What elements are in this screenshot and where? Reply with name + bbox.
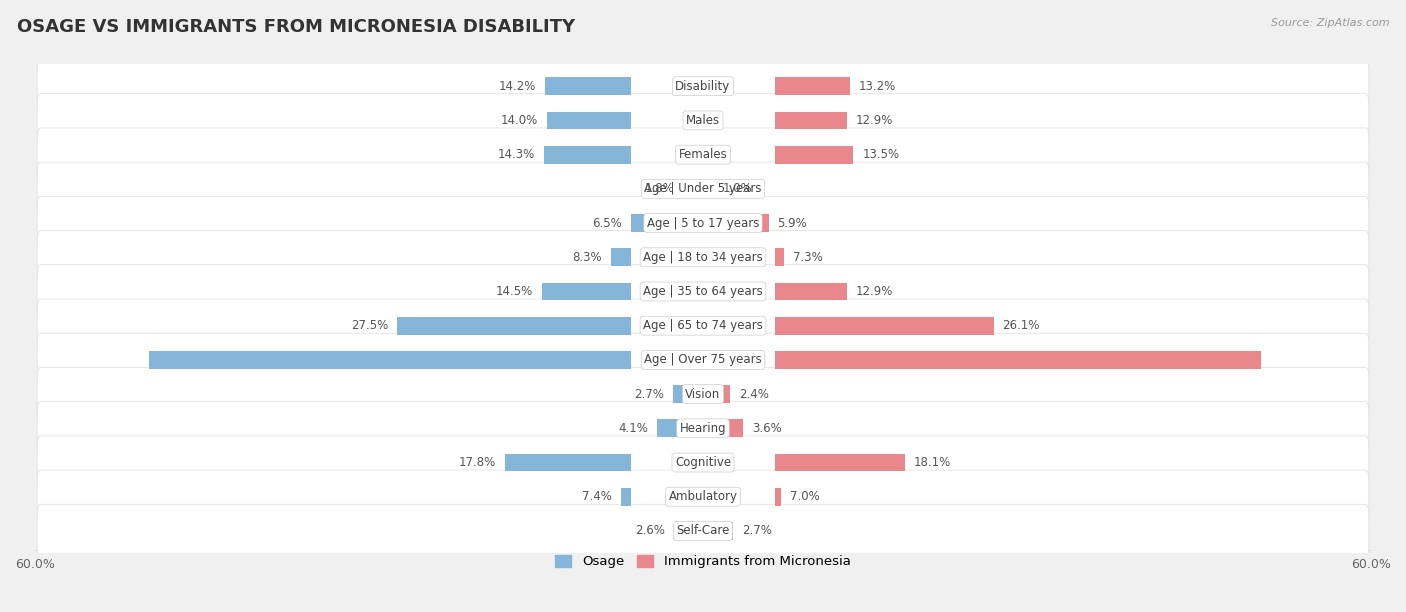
Bar [775, 453, 904, 471]
Bar [775, 351, 1261, 369]
Bar [673, 522, 703, 540]
Text: Males: Males [686, 114, 720, 127]
FancyBboxPatch shape [37, 231, 1369, 284]
Bar [703, 180, 714, 198]
Bar [703, 214, 769, 232]
Text: 26.1%: 26.1% [1002, 319, 1040, 332]
Bar [775, 248, 785, 266]
FancyBboxPatch shape [37, 367, 1369, 421]
FancyBboxPatch shape [37, 436, 1369, 489]
FancyBboxPatch shape [37, 333, 1369, 387]
Text: 3.6%: 3.6% [752, 422, 782, 435]
Bar [505, 453, 631, 471]
Bar [775, 283, 846, 300]
Text: 5.9%: 5.9% [778, 217, 807, 230]
FancyBboxPatch shape [37, 470, 1369, 523]
Text: Cognitive: Cognitive [675, 456, 731, 469]
Text: 2.6%: 2.6% [636, 524, 665, 537]
Text: 2.4%: 2.4% [738, 387, 769, 401]
Text: 7.3%: 7.3% [793, 251, 823, 264]
Bar [547, 111, 631, 129]
Bar [775, 146, 853, 163]
Text: 14.0%: 14.0% [501, 114, 538, 127]
Text: 49.8%: 49.8% [52, 353, 93, 367]
Text: Females: Females [679, 148, 727, 161]
FancyBboxPatch shape [37, 59, 1369, 113]
Bar [631, 214, 703, 232]
Bar [620, 488, 631, 506]
Text: Self-Care: Self-Care [676, 524, 730, 537]
Bar [544, 146, 631, 163]
Bar [546, 77, 631, 95]
Text: Age | Under 5 years: Age | Under 5 years [644, 182, 762, 195]
Bar [683, 180, 703, 198]
Text: 7.0%: 7.0% [790, 490, 820, 503]
Text: 7.4%: 7.4% [582, 490, 612, 503]
Bar [775, 111, 846, 129]
Bar [658, 419, 703, 437]
Bar [541, 283, 631, 300]
Text: 6.5%: 6.5% [592, 217, 621, 230]
Text: 1.0%: 1.0% [723, 182, 752, 195]
Text: Age | 65 to 74 years: Age | 65 to 74 years [643, 319, 763, 332]
Bar [775, 317, 994, 335]
Text: OSAGE VS IMMIGRANTS FROM MICRONESIA DISABILITY: OSAGE VS IMMIGRANTS FROM MICRONESIA DISA… [17, 18, 575, 36]
Bar [703, 419, 744, 437]
FancyBboxPatch shape [37, 128, 1369, 181]
Bar [610, 248, 631, 266]
Text: 12.9%: 12.9% [855, 114, 893, 127]
Text: 1.8%: 1.8% [644, 182, 673, 195]
Text: 50.1%: 50.1% [1313, 353, 1354, 367]
Text: 14.5%: 14.5% [495, 285, 533, 298]
Bar [775, 488, 780, 506]
FancyBboxPatch shape [37, 299, 1369, 353]
Text: 13.2%: 13.2% [859, 80, 896, 92]
Text: 12.9%: 12.9% [855, 285, 893, 298]
FancyBboxPatch shape [37, 504, 1369, 558]
Text: Source: ZipAtlas.com: Source: ZipAtlas.com [1271, 18, 1389, 28]
Legend: Osage, Immigrants from Micronesia: Osage, Immigrants from Micronesia [550, 550, 856, 573]
FancyBboxPatch shape [37, 265, 1369, 318]
Text: Age | 35 to 64 years: Age | 35 to 64 years [643, 285, 763, 298]
Text: Age | 18 to 34 years: Age | 18 to 34 years [643, 251, 763, 264]
Text: 14.2%: 14.2% [499, 80, 536, 92]
FancyBboxPatch shape [37, 196, 1369, 250]
Text: Ambulatory: Ambulatory [668, 490, 738, 503]
Text: 14.3%: 14.3% [498, 148, 534, 161]
Bar [149, 351, 631, 369]
Text: Age | Over 75 years: Age | Over 75 years [644, 353, 762, 367]
Text: Age | 5 to 17 years: Age | 5 to 17 years [647, 217, 759, 230]
FancyBboxPatch shape [37, 162, 1369, 215]
Bar [775, 77, 851, 95]
FancyBboxPatch shape [37, 401, 1369, 455]
Text: Vision: Vision [685, 387, 721, 401]
Bar [673, 385, 703, 403]
Text: Disability: Disability [675, 80, 731, 92]
Text: 4.1%: 4.1% [619, 422, 648, 435]
Text: 8.3%: 8.3% [572, 251, 602, 264]
Text: 18.1%: 18.1% [914, 456, 950, 469]
Bar [703, 385, 730, 403]
Text: 17.8%: 17.8% [458, 456, 496, 469]
Bar [396, 317, 631, 335]
Bar [703, 522, 733, 540]
FancyBboxPatch shape [37, 94, 1369, 147]
Text: 13.5%: 13.5% [862, 148, 900, 161]
Text: 27.5%: 27.5% [350, 319, 388, 332]
Text: 2.7%: 2.7% [742, 524, 772, 537]
Text: 2.7%: 2.7% [634, 387, 664, 401]
Text: Hearing: Hearing [679, 422, 727, 435]
